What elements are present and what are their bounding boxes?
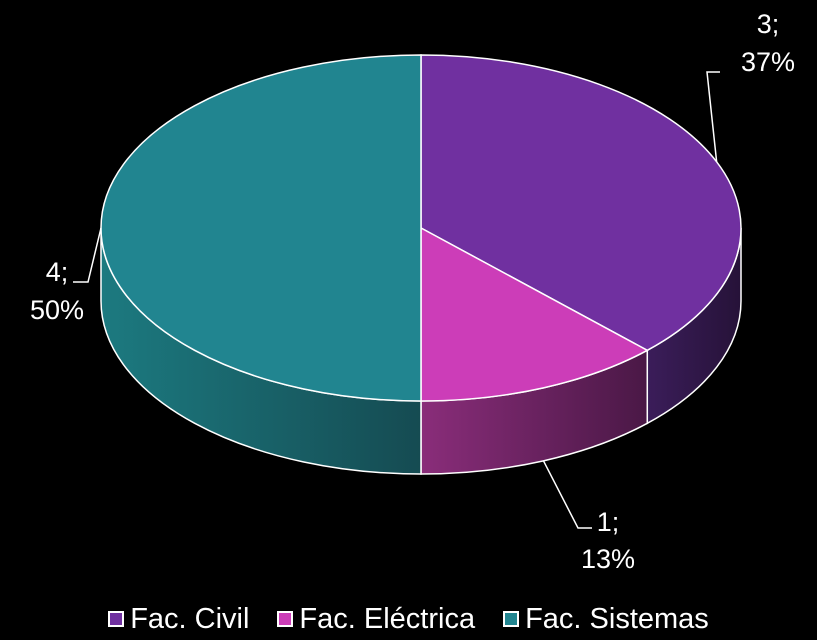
legend-swatch-electrica [277,611,294,627]
legend-label-sistemas: Fac. Sistemas [525,603,709,635]
label-sistemas-percent: 50% [30,295,84,325]
legend-swatch-civil [108,611,125,627]
label-electrica-percent: 13% [581,544,635,574]
leader-line-electrica [542,460,592,529]
pie-slice-electrica[interactable] [420,226,649,402]
label-civil-value: 3; [757,9,780,39]
legend-item-civil[interactable]: Fac. Civil [108,603,249,635]
legend-item-sistemas[interactable]: Fac. Sistemas [503,603,709,635]
legend-swatch-sistemas [503,611,520,627]
legend: Fac. Civil Fac. Eléctrica Fac. Sistemas [0,603,817,635]
label-electrica-value: 1; [597,507,620,537]
leader-line-civil [706,71,720,162]
label-civil-percent: 37% [741,47,795,77]
label-sistemas-value: 4; [46,257,69,287]
legend-label-electrica: Fac. Eléctrica [299,603,476,635]
pie-chart: 3; 37% 1; 13% 4; 50% [30,9,795,574]
legend-item-electrica[interactable]: Fac. Eléctrica [277,603,475,635]
legend-label-civil: Fac. Civil [130,603,250,635]
pie-slice-civil[interactable] [420,54,742,352]
leader-line-sistemas [73,227,102,283]
